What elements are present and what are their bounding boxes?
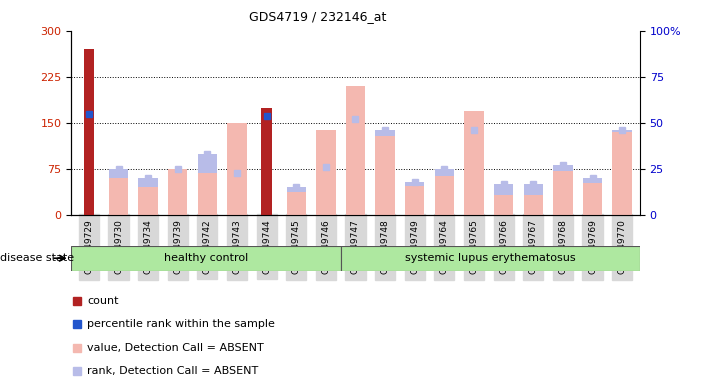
Bar [228, 173, 247, 215]
Bar [341, 246, 640, 271]
Text: disease state: disease state [0, 253, 74, 263]
Bar [375, 130, 395, 215]
Bar [287, 192, 306, 215]
Bar [228, 123, 247, 215]
Bar [346, 119, 365, 215]
Bar [198, 154, 217, 215]
Bar [405, 185, 424, 215]
Bar [139, 187, 158, 215]
Bar [168, 169, 188, 215]
Bar [198, 173, 217, 215]
Bar [583, 178, 602, 215]
Bar [583, 183, 602, 215]
Bar [553, 171, 572, 215]
Bar [168, 169, 188, 215]
Text: systemic lupus erythematosus: systemic lupus erythematosus [405, 253, 575, 263]
Bar [494, 184, 513, 215]
Bar [523, 195, 543, 215]
Text: value, Detection Call = ABSENT: value, Detection Call = ABSENT [87, 343, 264, 353]
Text: percentile rank within the sample: percentile rank within the sample [87, 319, 275, 329]
Bar [84, 49, 94, 215]
Bar [494, 195, 513, 215]
Bar [523, 184, 543, 215]
Bar [316, 167, 336, 215]
Text: GDS4719 / 232146_at: GDS4719 / 232146_at [249, 10, 386, 23]
Bar [464, 111, 483, 215]
Bar [405, 182, 424, 215]
Bar [612, 130, 632, 215]
Text: healthy control: healthy control [164, 253, 248, 263]
Bar [109, 178, 128, 215]
Bar [434, 176, 454, 215]
Bar [346, 86, 365, 215]
Text: rank, Detection Call = ABSENT: rank, Detection Call = ABSENT [87, 366, 258, 376]
Bar [464, 130, 483, 215]
Bar [553, 165, 572, 215]
Bar [287, 187, 306, 215]
Bar [316, 130, 336, 215]
Bar [375, 136, 395, 215]
Text: count: count [87, 296, 119, 306]
Bar [612, 132, 632, 215]
Bar [139, 178, 158, 215]
Bar [434, 169, 454, 215]
Bar [109, 169, 128, 215]
Bar [262, 108, 272, 215]
Bar [71, 246, 341, 271]
